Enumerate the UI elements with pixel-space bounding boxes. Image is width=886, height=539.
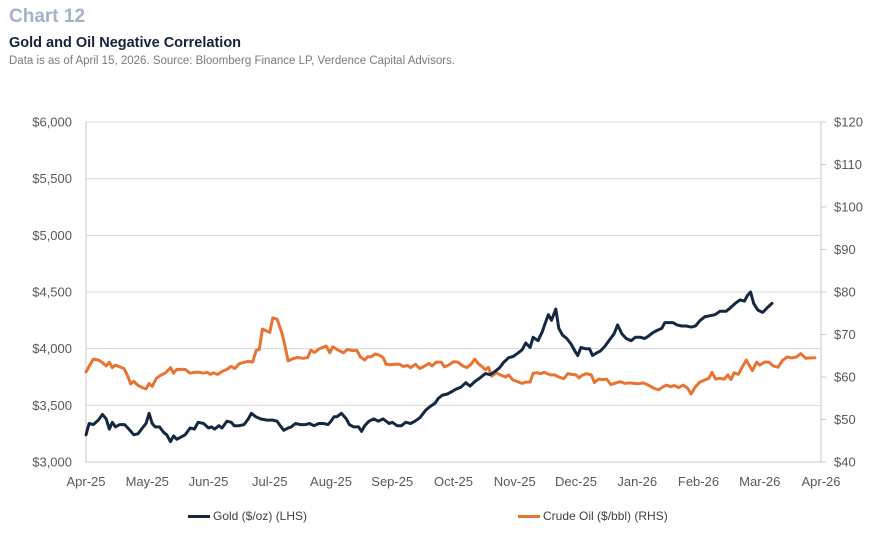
legend-swatch-gold (188, 514, 210, 518)
y-left-tick-label: $4,000 (32, 341, 72, 356)
chart-title: Gold and Oil Negative Correlation (9, 35, 242, 51)
legend-swatch-oil (518, 514, 540, 518)
x-tick-label: Apr-25 (66, 474, 105, 489)
legend-label-gold: Gold ($/oz) (LHS) (213, 509, 308, 523)
gridlines (86, 121, 821, 406)
y-left-tick-label: $6,000 (32, 115, 72, 130)
y-right-tick-label: $40 (834, 455, 856, 470)
y-left-tick-label: $4,500 (32, 285, 72, 300)
x-tick-label: Sep-25 (371, 474, 413, 489)
series-lines (84, 290, 817, 444)
x-tick-label: Feb-26 (678, 474, 719, 489)
y-left-tick-label: $3,500 (32, 398, 72, 413)
x-tick-label: Jun-25 (189, 474, 229, 489)
series-line-gold (84, 290, 774, 444)
y-right-tick-label: $80 (834, 285, 856, 300)
x-tick-label: Jan-26 (617, 474, 657, 489)
y-right-tick-label: $60 (834, 370, 856, 385)
y-left-tick-label: $5,000 (32, 228, 72, 243)
y-right-tick-label: $110 (834, 157, 862, 172)
y-right-tick-label: $90 (834, 242, 856, 257)
y-left-tick-label: $5,500 (32, 171, 72, 186)
chart-subtitle: Data is as of April 15, 2026. Source: Bl… (9, 55, 455, 67)
series-line-oil (84, 316, 817, 396)
axes (85, 121, 826, 463)
y-right-tick-label: $70 (834, 327, 856, 342)
y-right-tick-label: $120 (834, 115, 863, 130)
chart-number: Chart 12 (9, 6, 86, 27)
y-left-tick-label: $3,000 (32, 455, 72, 470)
y-right-tick-label: $50 (834, 412, 856, 427)
x-tick-label: Jul-25 (252, 474, 287, 489)
y-right-tick-label: $100 (834, 200, 863, 215)
x-tick-label: Oct-25 (434, 474, 473, 489)
x-tick-label: Mar-26 (739, 474, 780, 489)
x-tick-label: Aug-25 (310, 474, 352, 489)
legend-label-oil: Crude Oil ($/bbl) (RHS) (543, 509, 668, 523)
y-axis-right-labels: $40 $50 $60 $70 $80 $90 $100 $110 $120 (834, 115, 863, 470)
x-tick-label: Nov-25 (494, 474, 536, 489)
y-axis-left-labels: $3,000 $3,500 $4,000 $4,500 $5,000 $5,500 $6,0… (32, 115, 72, 470)
x-axis-labels: Apr-25 May-25 Jun-25 Jul-25 Aug-25 Sep-25 Oct-… (66, 474, 840, 489)
legend-item-oil: Crude Oil ($/bbl) (RHS) (518, 509, 668, 523)
x-tick-label: Apr-26 (801, 474, 840, 489)
legend-item-gold: Gold ($/oz) (LHS) (188, 509, 307, 523)
x-tick-label: May-25 (126, 474, 169, 489)
x-tick-label: Dec-25 (555, 474, 597, 489)
